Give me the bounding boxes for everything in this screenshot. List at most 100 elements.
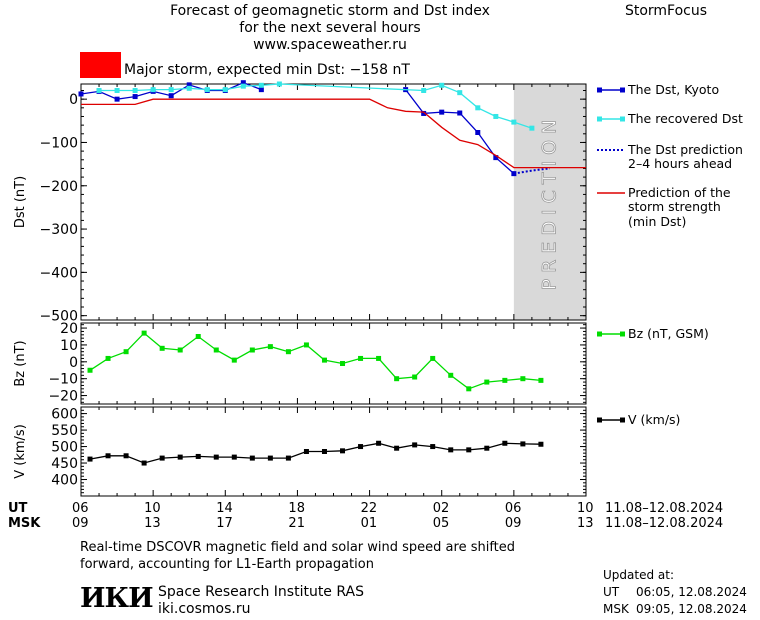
legend-kyoto-marker <box>597 87 602 93</box>
institute-url[interactable]: iki.cosmos.ru <box>158 601 251 617</box>
msk-tick-label: 09 <box>504 516 522 531</box>
data-point-v <box>267 455 273 461</box>
y-tick-label: 400 <box>51 473 78 489</box>
y-tick-label: 0 <box>69 355 78 371</box>
legend-strength-text-1: Prediction of the <box>628 185 731 200</box>
data-point-bz <box>141 330 147 336</box>
data-point-v <box>303 449 309 454</box>
y-tick-label: −100 <box>40 135 78 151</box>
legend-kyoto-marker <box>620 87 625 93</box>
data-point-v <box>520 441 526 447</box>
updated-ut-value: 06:05, 12.08.2024 <box>636 585 747 599</box>
data-point-v <box>358 444 364 450</box>
data-point-v <box>502 440 508 446</box>
data-point-v <box>394 445 400 451</box>
data-point-kyoto <box>457 110 463 116</box>
y-tick-label: 0 <box>69 92 78 108</box>
data-point-v <box>484 445 490 451</box>
series-line-recovered <box>99 83 533 129</box>
legend-v-text: V (km/s) <box>628 412 680 427</box>
series-line-bz <box>89 332 541 390</box>
prediction-band <box>513 84 586 320</box>
data-point-recovered <box>421 87 427 93</box>
ut-tick-label: 18 <box>288 501 305 516</box>
data-point-v <box>195 453 201 459</box>
y-axis-label: Bz (nT) <box>13 340 28 386</box>
data-point-recovered <box>439 82 445 88</box>
ut-axis-label: UT <box>8 501 28 516</box>
legend-recovered-marker <box>620 116 625 122</box>
legend-recovered-text: The recovered Dst <box>627 111 743 126</box>
data-point-bz <box>340 361 346 366</box>
data-point-bz <box>484 379 490 385</box>
data-point-v <box>376 440 382 446</box>
brand-name: StormFocus <box>624 3 708 19</box>
data-point-kyoto <box>78 91 84 97</box>
data-point-bz <box>394 376 400 382</box>
msk-tick-label: 21 <box>288 516 305 531</box>
website-link[interactable]: www.spaceweather.ru <box>253 37 407 53</box>
data-point-bz <box>358 355 364 361</box>
msk-tick-label: 09 <box>72 516 89 531</box>
series-line-kyoto <box>405 89 515 175</box>
y-tick-label: 20 <box>60 321 78 337</box>
data-point-v <box>231 454 237 460</box>
data-point-kyoto <box>240 80 246 86</box>
ut-tick-label: 06 <box>72 501 89 516</box>
data-point-bz <box>520 376 526 382</box>
data-point-bz <box>430 355 436 361</box>
data-point-bz <box>502 377 508 383</box>
legend-bz-marker <box>620 331 625 337</box>
data-point-recovered <box>168 87 174 93</box>
data-point-v <box>87 456 93 462</box>
data-point-recovered <box>96 87 102 93</box>
data-point-bz <box>538 377 544 383</box>
data-point-bz <box>249 347 255 353</box>
data-point-v <box>448 447 454 453</box>
data-point-v <box>340 448 346 454</box>
data-point-kyoto <box>439 109 445 115</box>
updated-ut-label: UT <box>603 585 620 599</box>
data-point-bz <box>213 347 219 353</box>
data-point-kyoto <box>493 155 499 161</box>
chart-title-line2: for the next several hours <box>239 20 421 36</box>
data-point-kyoto <box>511 171 517 177</box>
ut-tick-label: 06 <box>504 501 522 516</box>
iki-logo: ИКИ <box>80 583 154 614</box>
data-point-bz <box>466 386 472 392</box>
legend-v-marker <box>620 417 625 423</box>
prediction-label: PREDICTION <box>538 114 560 291</box>
data-point-recovered <box>529 125 535 131</box>
data-point-kyoto <box>421 110 427 116</box>
data-point-recovered <box>511 119 517 125</box>
y-tick-label: 450 <box>51 456 78 472</box>
legend-strength-text-3: (min Dst) <box>628 214 686 229</box>
data-point-recovered <box>493 113 499 119</box>
y-tick-label: 600 <box>51 407 78 423</box>
storm-forecast-text: Major storm, expected min Dst: −158 nT <box>124 62 410 78</box>
data-point-v <box>213 454 219 460</box>
data-point-bz <box>376 355 382 361</box>
panel-frame <box>80 83 587 321</box>
data-point-recovered <box>204 87 210 93</box>
y-tick-label: −20 <box>48 389 78 405</box>
data-point-v <box>321 449 327 454</box>
y-tick-label: −200 <box>40 179 78 195</box>
updated-label: Updated at: <box>603 568 674 582</box>
data-point-recovered <box>132 87 138 93</box>
series-line-v <box>89 442 541 464</box>
data-point-v <box>430 444 436 450</box>
legend-bz-text: Bz (nT, GSM) <box>628 326 709 341</box>
data-point-recovered <box>186 85 192 91</box>
data-point-bz <box>123 349 129 355</box>
data-point-recovered <box>150 87 156 93</box>
data-point-bz <box>267 344 273 350</box>
y-tick-label: −400 <box>40 265 78 281</box>
data-point-recovered <box>240 83 246 89</box>
y-tick-label: −300 <box>40 222 78 238</box>
data-point-v <box>285 455 291 461</box>
data-point-v <box>159 455 165 461</box>
series-line-strength <box>81 98 586 169</box>
legend-kyoto-text: The Dst, Kyoto <box>627 82 719 97</box>
